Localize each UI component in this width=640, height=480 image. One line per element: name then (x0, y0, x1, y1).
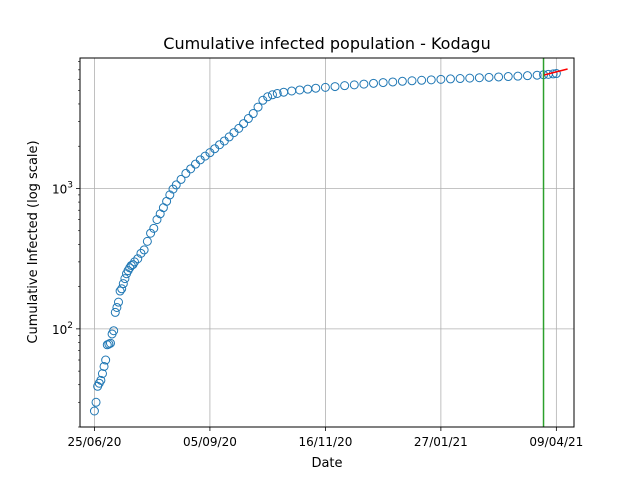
data-point (101, 355, 111, 365)
x-axis-label: Date (311, 456, 342, 471)
data-point (253, 102, 263, 112)
data-point (494, 72, 504, 82)
data-point (263, 92, 273, 102)
data-point (96, 375, 106, 385)
data-point (340, 81, 350, 91)
data-point (97, 369, 107, 379)
data-point (522, 71, 532, 81)
y-tick-exponent: 2 (67, 321, 73, 331)
data-point (110, 307, 120, 317)
data-point (349, 80, 359, 90)
y-tick-exponent: 3 (67, 180, 73, 190)
x-tick-label: 16/11/20 (298, 435, 352, 449)
data-point (243, 114, 253, 124)
y-axis-label: Cumulative Infected (log scale) (26, 140, 41, 343)
data-point (388, 77, 398, 87)
data-point (513, 71, 523, 81)
data-point (272, 88, 282, 98)
data-point (181, 168, 191, 178)
data-point (359, 79, 369, 89)
data-point (369, 78, 379, 88)
x-tick-label: 25/06/20 (67, 435, 121, 449)
data-point (133, 254, 143, 264)
data-point (484, 72, 494, 82)
data-point (311, 83, 321, 93)
data-point (176, 174, 186, 184)
y-tick-base: 10 (52, 323, 67, 337)
data-point (474, 73, 484, 83)
data-point (104, 339, 114, 349)
chart-title: Cumulative infected population - Kodagu (163, 34, 490, 53)
data-point (455, 74, 465, 84)
data-point (503, 72, 513, 82)
data-point (149, 223, 159, 233)
data-point (397, 76, 407, 86)
data-point (465, 73, 475, 83)
fit-line-group (543, 68, 568, 76)
data-point (267, 90, 277, 100)
data-point (417, 75, 427, 85)
data-point (436, 74, 446, 84)
data-point (239, 119, 249, 129)
x-axis-ticks: 25/06/20 05/09/20 16/11/20 27/01/21 09/04/21 (67, 427, 583, 449)
data-point (446, 74, 455, 84)
y-tick-label: 103 (52, 180, 73, 196)
data-point (186, 164, 196, 174)
data-point (112, 302, 122, 312)
data-point (125, 263, 135, 273)
data-point (113, 297, 123, 307)
x-tick-label: 05/09/20 (183, 435, 237, 449)
y-tick-label: 102 (52, 321, 73, 337)
data-point (120, 274, 130, 284)
data-point (426, 75, 436, 85)
data-point (139, 245, 149, 255)
data-point (123, 266, 133, 276)
data-point (91, 397, 101, 407)
x-tick-label: 27/01/21 (414, 435, 468, 449)
data-point (117, 284, 127, 294)
data-point (320, 82, 330, 92)
data-point (407, 76, 417, 86)
fit-line (543, 68, 568, 76)
data-point (105, 338, 115, 348)
data-point (146, 228, 156, 238)
data-point (89, 406, 99, 416)
plot-frame (79, 57, 575, 428)
data-point (234, 123, 244, 133)
data-point (532, 70, 542, 80)
data-point (109, 326, 119, 336)
y-tick-base: 10 (52, 182, 67, 196)
data-point (378, 78, 388, 88)
gridlines (80, 58, 574, 427)
data-point (171, 180, 181, 190)
data-point (115, 286, 125, 296)
data-point (130, 257, 140, 267)
data-point (136, 248, 146, 258)
x-tick-label: 09/04/21 (529, 435, 583, 449)
data-point (99, 361, 109, 371)
data-point (330, 82, 340, 92)
data-points (89, 69, 561, 416)
data-point (248, 109, 258, 119)
data-point (142, 236, 152, 246)
data-point (118, 279, 128, 289)
data-point (128, 260, 138, 270)
